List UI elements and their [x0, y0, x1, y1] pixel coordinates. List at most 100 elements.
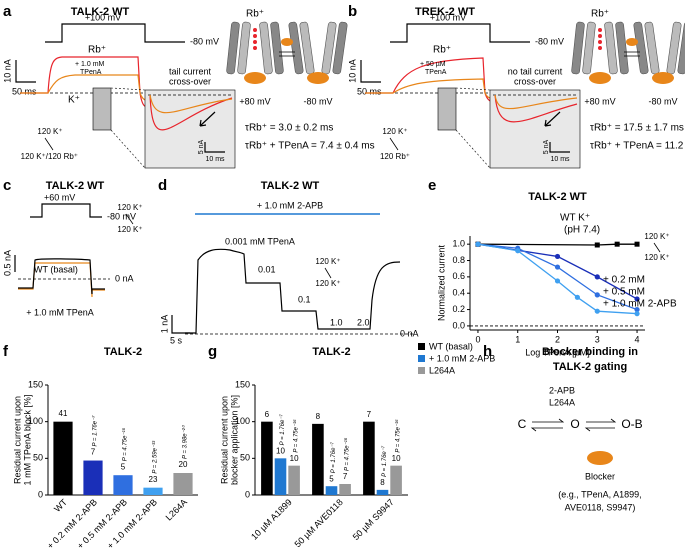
trace	[185, 248, 401, 334]
helix	[288, 21, 304, 75]
helix	[677, 21, 685, 75]
y-tick-label: 150	[28, 379, 43, 389]
y-tick-label: 100	[28, 416, 43, 426]
legend-note: (pH 7.4)	[564, 225, 600, 236]
chart-title: TALK-2	[104, 346, 142, 358]
y-axis-label: blocker application [%]	[229, 395, 239, 485]
label: 120 K⁺/	[21, 152, 49, 161]
panel-title: TALK-2 WT	[71, 6, 130, 18]
panel-letter: a	[3, 3, 12, 20]
label: τRb⁺ + TPenA = 11.2 ± 1.4 ms	[590, 141, 685, 152]
p-label: P = 3.98e⁻²⁰	[182, 424, 189, 459]
label: -80 mV	[535, 36, 564, 46]
x-tick-label: 4	[635, 334, 640, 344]
y-axis-label: Residual current upon	[219, 396, 229, 484]
bar	[325, 486, 338, 495]
panel-h: h Blocker binding in TALK-2 gating 2-APB L26…	[483, 343, 643, 512]
helix	[571, 21, 585, 75]
p-label: P = 4.75e⁻¹⁶	[395, 419, 402, 453]
label: 10 nA	[2, 59, 12, 83]
legend-entry: + 0.2 mM	[603, 275, 645, 286]
label: (e.g., TPenA, A1899,	[558, 489, 641, 499]
membrane-slash	[44, 137, 54, 151]
y-tick-label: 50	[240, 453, 250, 463]
label: K⁺	[68, 95, 80, 106]
data-point	[594, 308, 600, 314]
x-tick-label: 2	[555, 334, 560, 344]
y-axis-label: Residual current upon	[12, 396, 22, 484]
helix	[226, 21, 240, 75]
n-label: 8	[316, 412, 321, 421]
legend-entry: + 1.0 mM 2-APB	[429, 353, 495, 363]
zoom-box	[92, 87, 112, 131]
label: AVE0118, S9947)	[565, 502, 636, 512]
y-tick-label: 100	[235, 416, 250, 426]
label: tail current	[169, 66, 212, 76]
label: 120 Rb⁺	[48, 152, 78, 161]
trace	[149, 94, 233, 114]
y-tick-label: 150	[235, 379, 250, 389]
panel-title: TALK-2 WT	[261, 180, 320, 192]
helix	[332, 21, 348, 75]
label: + 1.0 mM 2-APB	[257, 200, 323, 210]
y-tick-label: 0.0	[452, 320, 465, 330]
label: 0.5 nA	[2, 250, 12, 276]
trace	[494, 94, 578, 123]
label: Blocker	[585, 471, 615, 481]
label: L264A	[549, 397, 575, 407]
equilibrium	[624, 51, 640, 57]
trace	[45, 23, 185, 43]
label: 120 Rb⁺	[380, 152, 410, 161]
label: +80 mV	[239, 96, 270, 106]
blocker-icon	[626, 38, 638, 46]
panel-d: d TALK-2 WT + 1.0 mM 2-APB 0.001 mM TPenA 0.…	[158, 177, 419, 345]
label: 120 K⁺	[644, 232, 669, 241]
scale-bar	[15, 60, 36, 83]
zoom-guide	[455, 87, 491, 169]
trace	[390, 23, 530, 43]
data-point	[594, 242, 600, 248]
label: O-B	[621, 417, 642, 431]
label: 50 ms	[12, 86, 37, 96]
label: cross-over	[514, 76, 556, 86]
bar	[274, 458, 287, 495]
helix	[582, 21, 596, 75]
legend-entry: L264A	[429, 365, 455, 375]
label: Rb⁺	[433, 45, 451, 56]
ion-dot	[598, 46, 602, 50]
label: no tail current	[508, 66, 563, 76]
panel-letter: e	[428, 177, 436, 194]
label: 10 nA	[347, 59, 357, 83]
n-label: 7	[91, 448, 96, 457]
data-point	[614, 241, 620, 247]
panel-letter: h	[483, 343, 492, 360]
chart-title: TALK-2 WT	[528, 191, 587, 203]
label: Rb⁺	[591, 9, 609, 20]
panel-letter: f	[3, 343, 9, 360]
x-tick-label: 50 µM S9947	[351, 497, 396, 542]
n-label: 23	[149, 475, 158, 484]
ion-dot	[253, 46, 257, 50]
bar	[376, 489, 389, 495]
legend-entry: WT K⁺	[560, 213, 590, 224]
label: 5 s	[170, 335, 183, 345]
blocker-icon	[587, 451, 613, 465]
bar	[363, 421, 375, 495]
label: +100 mV	[430, 12, 466, 22]
trace	[125, 213, 134, 225]
legend-swatch	[418, 355, 425, 362]
n-label: 10	[290, 454, 299, 463]
equilibrium	[279, 51, 295, 57]
equilibrium	[530, 418, 617, 432]
label: cross-over	[169, 76, 211, 86]
trace	[149, 94, 233, 131]
legend-swatch	[418, 367, 425, 374]
ion-dot	[598, 34, 602, 38]
label: -80 mV	[190, 36, 219, 46]
p-label: P = 1.76e⁻⁷	[92, 415, 99, 447]
y-tick-label: 0	[38, 489, 43, 499]
y-tick-label: 0.8	[452, 255, 465, 265]
label: 5 nA	[543, 139, 550, 154]
data-point	[594, 274, 600, 280]
